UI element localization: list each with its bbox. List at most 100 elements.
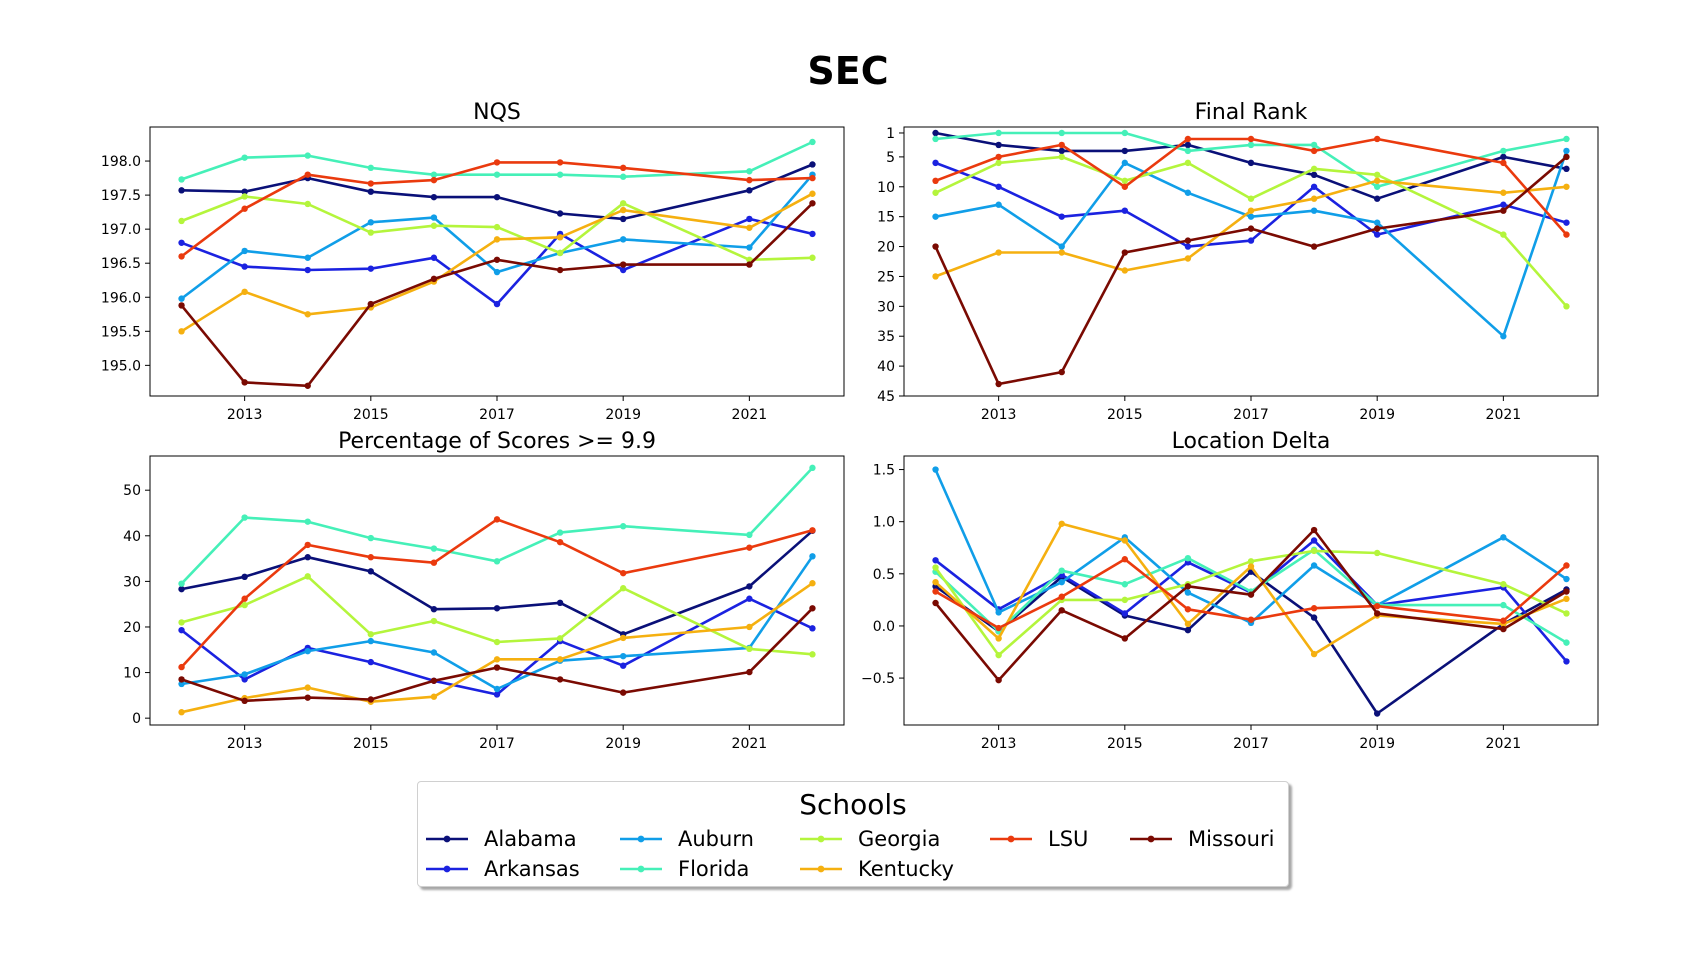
data-point-auburn <box>430 214 438 221</box>
data-point-florida <box>493 171 501 178</box>
y-tick-label: 20 <box>877 240 895 256</box>
data-point-florida <box>304 518 311 525</box>
data-point-georgia <box>1247 195 1255 202</box>
data-point-kentucky <box>619 634 627 642</box>
data-point-missouri <box>1058 607 1065 614</box>
x-tick-label: 2015 <box>353 407 389 423</box>
series-line-georgia <box>181 575 813 656</box>
y-tick-label: 1.0 <box>873 515 895 531</box>
y-tick-label: −0.5 <box>861 671 895 687</box>
data-point-alabama <box>556 210 564 217</box>
data-point-lsu <box>1310 605 1318 612</box>
series-lsu <box>178 516 816 671</box>
data-point-alabama <box>430 193 438 201</box>
data-point-kentucky <box>1121 267 1129 274</box>
data-point-arkansas <box>493 691 501 698</box>
y-tick-label: 195.5 <box>101 324 141 340</box>
data-point-georgia <box>746 645 753 653</box>
data-point-kentucky <box>1563 595 1570 603</box>
data-point-missouri <box>809 200 816 207</box>
data-point-florida <box>1058 129 1065 137</box>
data-point-missouri <box>1310 526 1318 534</box>
data-point-auburn <box>1058 243 1065 250</box>
legend-label: Arkansas <box>484 857 580 881</box>
data-point-alabama <box>367 188 375 195</box>
plot-frame <box>903 126 1599 397</box>
y-tick-label: 0 <box>132 711 141 727</box>
x-tick-label: 2019 <box>605 407 641 423</box>
data-point-kentucky <box>1058 249 1065 256</box>
data-point-georgia <box>430 222 438 229</box>
series-line-florida <box>180 467 814 585</box>
data-point-kentucky <box>1563 183 1570 190</box>
data-point-lsu <box>995 624 1002 632</box>
series-georgia <box>178 193 816 263</box>
data-point-georgia <box>1121 177 1129 184</box>
data-point-georgia <box>1500 581 1507 588</box>
data-point-arkansas <box>1310 537 1318 544</box>
data-point-georgia <box>1310 165 1318 173</box>
data-point-georgia <box>1058 153 1065 161</box>
legend-swatch <box>800 835 842 843</box>
data-point-arkansas <box>367 265 375 272</box>
series-line-georgia <box>934 549 1568 657</box>
legend-label: Alabama <box>484 827 577 851</box>
legend-item-lsu: LSU <box>988 826 1088 852</box>
data-point-auburn <box>241 671 248 678</box>
series-line-georgia <box>934 155 1568 308</box>
data-point-georgia <box>1184 159 1192 167</box>
data-point-alabama <box>1373 710 1381 717</box>
data-point-missouri <box>995 380 1002 388</box>
series-line-georgia <box>181 195 813 262</box>
data-point-alabama <box>1121 147 1129 155</box>
data-point-missouri <box>1373 610 1381 617</box>
series-line-kentucky <box>181 582 814 714</box>
series-missouri <box>178 605 816 705</box>
data-point-arkansas <box>619 266 627 274</box>
data-point-kentucky <box>809 580 816 587</box>
data-point-auburn <box>1058 578 1065 586</box>
data-point-auburn <box>178 680 185 688</box>
data-point-florida <box>1563 639 1570 646</box>
legend-label: Kentucky <box>858 857 954 881</box>
chart-title: Percentage of Scores >= 9.9 <box>338 429 656 454</box>
data-point-arkansas <box>1058 213 1065 220</box>
data-point-kentucky <box>1310 650 1318 658</box>
data-point-lsu <box>178 253 185 260</box>
data-point-georgia <box>1500 231 1507 238</box>
series-line-alabama <box>935 131 1567 200</box>
data-point-auburn <box>619 236 627 243</box>
data-point-alabama <box>493 193 501 201</box>
x-tick-label: 2021 <box>1486 407 1522 423</box>
series-lsu <box>932 556 1570 632</box>
data-point-kentucky <box>1184 620 1192 628</box>
data-point-lsu <box>241 205 248 212</box>
data-point-florida <box>241 514 248 521</box>
data-point-arkansas <box>809 230 816 238</box>
data-point-florida <box>619 173 627 180</box>
data-point-georgia <box>1310 547 1318 555</box>
data-point-lsu <box>1563 562 1570 569</box>
series-line-lsu <box>180 161 813 258</box>
y-tick-label: 195.0 <box>101 358 141 374</box>
data-point-florida <box>241 154 248 161</box>
data-point-auburn <box>1500 534 1507 541</box>
data-point-auburn <box>1563 575 1570 583</box>
data-point-auburn <box>1184 589 1192 596</box>
data-point-missouri <box>1500 625 1507 633</box>
data-point-georgia <box>493 638 501 646</box>
data-point-georgia <box>241 193 248 200</box>
series-line-missouri <box>934 155 1568 386</box>
data-point-auburn <box>995 201 1002 208</box>
data-point-lsu <box>1563 231 1570 238</box>
data-point-lsu <box>304 171 311 178</box>
data-point-arkansas <box>304 266 311 274</box>
data-point-arkansas <box>1310 183 1318 190</box>
data-point-alabama <box>1247 159 1255 167</box>
data-point-auburn <box>1500 333 1507 340</box>
data-point-lsu <box>1310 147 1318 155</box>
chart-panel-nqs: NQS 2013 2015 2017 2019 2021 195.0 195.5 196.0 19… <box>101 100 845 423</box>
series-line-arkansas <box>934 539 1568 663</box>
data-point-georgia <box>1373 549 1381 557</box>
